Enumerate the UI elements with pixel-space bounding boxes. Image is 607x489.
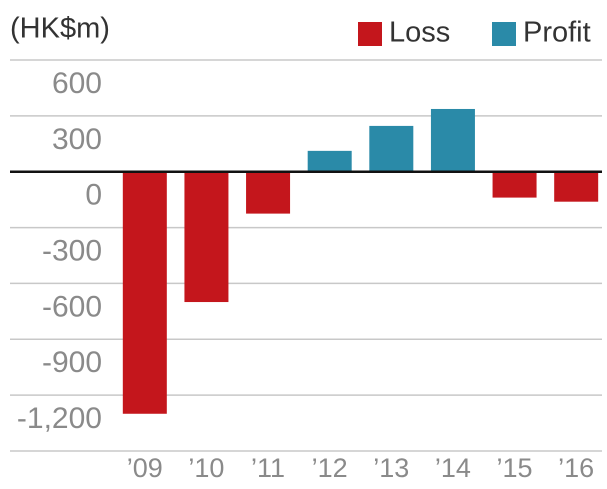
y-tick-label: 0 (85, 179, 102, 212)
x-tick-label: ’15 (497, 453, 533, 483)
x-tick-label: ’10 (188, 453, 224, 483)
y-tick-label: -600 (42, 290, 102, 323)
y-tick-label: 600 (52, 67, 102, 100)
y-tick-label: -300 (42, 234, 102, 267)
x-tick-label: ’12 (312, 453, 348, 483)
bar (184, 171, 229, 303)
legend-swatch (358, 22, 382, 46)
x-tick-label: ’13 (373, 453, 409, 483)
y-tick-label: -1,200 (17, 402, 102, 435)
bar (246, 171, 291, 214)
bar (369, 125, 414, 172)
bar (307, 150, 352, 172)
bar (492, 171, 537, 198)
y-tick-label: -900 (42, 346, 102, 379)
x-tick-label: ’11 (251, 453, 285, 483)
legend-swatch (492, 22, 516, 46)
x-tick-label: ’14 (435, 453, 471, 483)
legend-label: Profit (523, 17, 591, 49)
y-tick-label: 300 (52, 123, 102, 156)
x-tick-label: ’09 (127, 453, 163, 483)
bar (430, 108, 475, 172)
legend-label: Loss (389, 17, 450, 49)
bar (122, 171, 167, 414)
x-tick-label: ’16 (558, 453, 594, 483)
y-axis-label: (HK$m) (10, 13, 110, 45)
bar (554, 171, 599, 202)
